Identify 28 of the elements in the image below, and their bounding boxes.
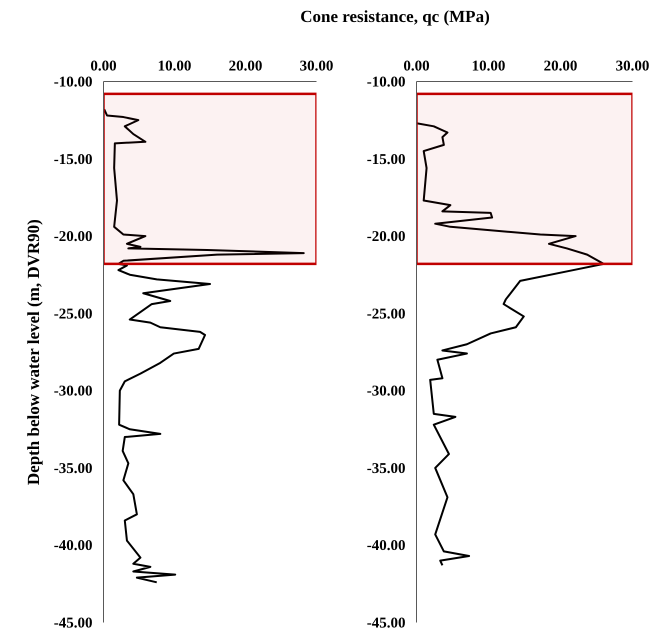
- y-tick-label: -45.00: [366, 616, 406, 628]
- y-tick-label: -25.00: [366, 306, 406, 322]
- y-tick-label: -10.00: [366, 74, 406, 90]
- x-tick-label: 20.00: [228, 58, 262, 74]
- y-tick-label: -15.00: [366, 152, 406, 168]
- x-axis-title: Cone resistance, qc (MPa): [300, 6, 490, 28]
- x-tick-label: 30.00: [616, 58, 650, 74]
- y-tick-label: -45.00: [54, 616, 93, 628]
- y-axis-title: Depth below water level (m, DVR90): [24, 219, 43, 486]
- y-tick-label: -35.00: [54, 460, 93, 477]
- y-tick-label: -25.00: [54, 306, 93, 322]
- y-tick-label: -40.00: [54, 538, 93, 554]
- y-tick-label: -30.00: [54, 384, 93, 400]
- y-tick-label: -35.00: [366, 460, 406, 477]
- y-tick-label: -30.00: [366, 384, 406, 400]
- line-series: [416, 122, 605, 566]
- y-tick-label: -20.00: [366, 229, 406, 246]
- x-tick-label: 10.00: [158, 58, 192, 74]
- x-tick-label: 10.00: [472, 58, 506, 74]
- x-tick-label: 0.00: [90, 58, 117, 74]
- y-tick-label: -40.00: [366, 538, 406, 554]
- y-tick-label: -15.00: [54, 152, 93, 168]
- x-tick-label: 30.00: [300, 58, 334, 74]
- x-tick-label: 0.00: [403, 58, 430, 74]
- y-tick-label: -10.00: [54, 74, 93, 90]
- x-tick-label: 20.00: [544, 58, 578, 74]
- line-series: [104, 108, 305, 584]
- y-tick-label: -20.00: [54, 229, 93, 246]
